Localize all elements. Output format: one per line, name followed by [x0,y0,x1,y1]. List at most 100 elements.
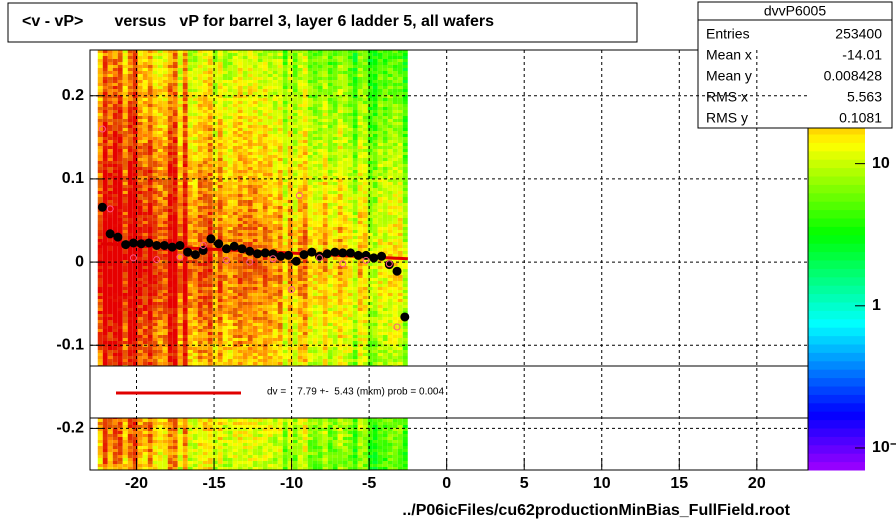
heat-cell [122,209,128,212]
heat-cell [222,296,228,299]
heat-cell [157,65,163,68]
heat-cell [272,74,278,77]
heat-cell [242,359,248,362]
heat-cell [192,464,198,467]
heat-cell [212,224,218,227]
heat-cell [152,137,158,140]
heat-cell [222,179,228,182]
heat-cell [157,443,163,446]
heat-cell [222,152,228,155]
heat-cell [207,443,213,446]
heat-cell [142,320,148,323]
heat-cell [257,464,263,467]
heat-cell [177,140,183,143]
heat-cell [102,116,108,119]
heat-cell [202,155,208,158]
heat-cell [97,335,103,338]
heat-cell [262,431,268,434]
heat-cell [147,461,153,464]
heat-cell [127,74,133,77]
heat-cell [147,98,153,101]
heat-cell [102,158,108,161]
heat-cell [127,428,133,431]
heat-cell [142,83,148,86]
heat-cell [177,443,183,446]
heat-cell [267,299,273,302]
heat-cell [187,302,193,305]
heat-cell [147,449,153,452]
heat-cell [187,296,193,299]
heat-cell [257,173,263,176]
heat-cell [167,185,173,188]
heat-cell [107,119,113,122]
heat-cell [267,131,273,134]
heat-cell [267,278,273,281]
heat-cell [172,119,178,122]
heat-cell [112,308,118,311]
heat-cell [97,362,103,365]
heat-cell [202,203,208,206]
heat-cell [232,140,238,143]
heat-cell [157,59,163,62]
heat-cell [107,350,113,353]
heat-cell [202,164,208,167]
heat-cell [132,329,138,332]
heat-cell [247,80,253,83]
heat-cell [232,158,238,161]
heat-cell [132,464,138,467]
heat-cell [242,344,248,347]
heat-cell [172,296,178,299]
heat-cell [107,185,113,188]
heat-cell [252,107,258,110]
heat-cell [157,83,163,86]
heat-cell [212,110,218,113]
heat-cell [147,71,153,74]
heat-cell [137,311,143,314]
heat-cell [97,278,103,281]
heat-cell [202,239,208,242]
heat-cell [127,452,133,455]
heat-cell [107,65,113,68]
heat-cell [222,275,228,278]
heat-cell [207,143,213,146]
heat-cell [217,125,223,128]
heat-cell [102,164,108,167]
heat-cell [107,71,113,74]
heat-cell [117,71,123,74]
heat-cell [247,428,253,431]
heat-cell [112,362,118,365]
heat-cell [182,266,188,269]
heat-cell [242,434,248,437]
heat-cell [167,164,173,167]
heat-cell [262,359,268,362]
heat-cell [252,344,258,347]
heat-cell [242,89,248,92]
heat-cell [217,164,223,167]
heat-cell [252,422,258,425]
heat-cell [257,299,263,302]
heat-cell [132,425,138,428]
heat-cell [132,173,138,176]
heat-cell [232,419,238,422]
heat-cell [192,194,198,197]
heat-cell [222,332,228,335]
heat-cell [197,173,203,176]
heat-cell [237,419,243,422]
heat-cell [127,350,133,353]
heat-cell [222,125,228,128]
heat-cell [182,227,188,230]
heat-cell [232,440,238,443]
heat-cell [167,137,173,140]
heat-cell [182,176,188,179]
heat-cell [172,143,178,146]
heat-cell [237,59,243,62]
heat-cell [147,356,153,359]
heat-cell [137,308,143,311]
heat-cell [212,233,218,236]
heat-cell [137,419,143,422]
heat-cell [122,137,128,140]
heat-cell [242,251,248,254]
heat-cell [252,95,258,98]
heat-cell [177,101,183,104]
heat-cell [182,314,188,317]
